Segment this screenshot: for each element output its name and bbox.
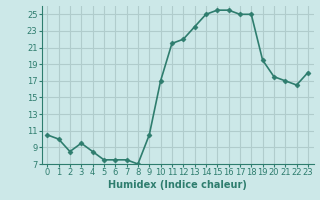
X-axis label: Humidex (Indice chaleur): Humidex (Indice chaleur) — [108, 180, 247, 190]
